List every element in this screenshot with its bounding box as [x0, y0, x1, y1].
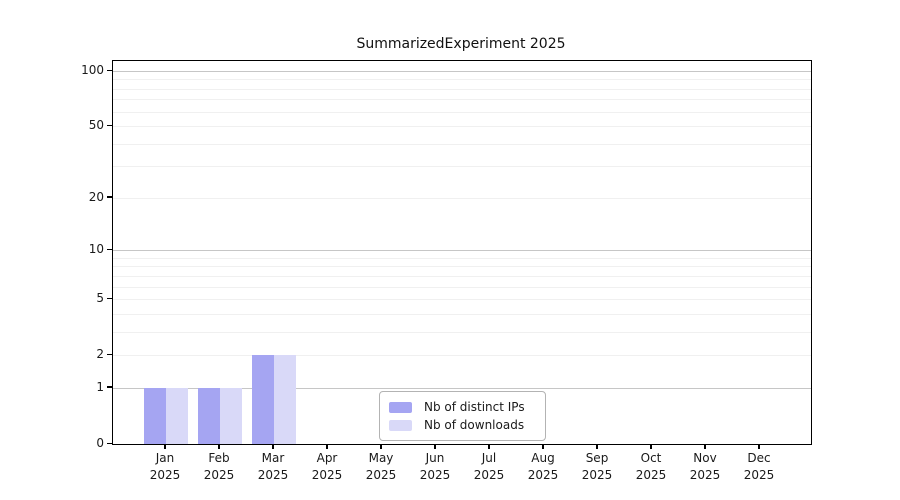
bar-distinct-ips — [252, 355, 274, 444]
x-tick-label: Jun 2025 — [419, 451, 451, 482]
x-tick-label: Dec 2025 — [743, 451, 775, 482]
legend: Nb of distinct IPs Nb of downloads — [379, 391, 546, 441]
x-tick-mark — [272, 444, 274, 449]
gridline-minor — [113, 99, 811, 101]
x-tick-mark — [164, 444, 166, 449]
x-tick-label: Jul 2025 — [473, 451, 505, 482]
gridline-minor — [113, 266, 811, 268]
y-tick-mark — [107, 248, 112, 251]
x-tick-mark — [326, 444, 328, 449]
gridline-minor — [113, 355, 811, 357]
x-tick-label: Sep 2025 — [581, 451, 613, 482]
legend-label-downloads: Nb of downloads — [424, 418, 525, 432]
gridline-minor — [113, 126, 811, 128]
gridline-minor — [113, 197, 811, 199]
legend-swatch-distinct-ips — [389, 401, 412, 413]
y-tick-label: 2 — [96, 347, 104, 362]
y-tick-mark — [107, 124, 112, 127]
y-tick-label: 0 — [96, 436, 104, 450]
chart-title: SummarizedExperiment 2025 — [356, 36, 566, 52]
gridline-minor — [113, 286, 811, 288]
y-tick-mark — [107, 69, 112, 71]
x-tick-label: Feb 2025 — [203, 451, 235, 482]
gridline-minor — [113, 166, 811, 168]
bar-downloads — [166, 387, 188, 444]
legend-label-distinct-ips: Nb of distinct IPs — [424, 400, 525, 414]
x-tick-mark — [434, 444, 436, 449]
y-tick-mark — [107, 196, 112, 198]
y-tick-label: 1 — [96, 379, 104, 394]
plot-area: Nb of distinct IPs Nb of downloads — [112, 60, 812, 445]
y-tick-label: 5 — [96, 291, 104, 306]
x-tick-label: Mar 2025 — [257, 451, 289, 482]
x-tick-mark — [542, 444, 544, 449]
x-tick-label: May 2025 — [365, 451, 397, 482]
x-tick-label: Apr 2025 — [311, 451, 343, 482]
x-tick-mark — [650, 444, 652, 449]
x-tick-mark — [704, 444, 706, 449]
y-tick-label: 20 — [88, 189, 104, 204]
y-tick-mark — [107, 442, 112, 444]
bar-distinct-ips — [198, 387, 220, 444]
bar-downloads — [274, 355, 296, 444]
x-tick-label: Nov 2025 — [689, 451, 721, 482]
gridline-minor — [113, 275, 811, 277]
legend-item-distinct-ips: Nb of distinct IPs — [389, 398, 536, 416]
y-tick-label: 100 — [81, 63, 104, 77]
gridline-minor — [113, 257, 811, 259]
y-tick-mark — [107, 386, 112, 388]
gridline-minor — [113, 79, 811, 81]
gridline-minor — [113, 299, 811, 301]
x-tick-mark — [596, 444, 598, 449]
gridline-major — [113, 71, 811, 72]
x-tick-label: Jan 2025 — [149, 451, 181, 482]
bar-downloads — [220, 387, 242, 444]
gridline-major — [113, 387, 811, 389]
y-tick-label: 10 — [88, 242, 104, 257]
x-tick-mark — [758, 444, 760, 449]
legend-swatch-downloads — [389, 419, 412, 431]
legend-item-downloads: Nb of downloads — [389, 416, 536, 434]
gridline-minor — [113, 143, 811, 145]
x-tick-mark — [380, 444, 382, 449]
gridline-minor — [113, 111, 811, 113]
x-tick-label: Aug 2025 — [527, 451, 559, 482]
y-tick-mark — [107, 353, 112, 356]
bar-distinct-ips — [144, 387, 166, 444]
gridline-major — [113, 250, 811, 252]
x-tick-mark — [488, 444, 490, 449]
gridline-minor — [113, 331, 811, 333]
y-tick-label: 50 — [88, 118, 104, 133]
x-tick-label: Oct 2025 — [635, 451, 667, 482]
gridline-minor — [113, 313, 811, 315]
y-tick-mark — [107, 297, 112, 300]
x-tick-mark — [218, 444, 220, 449]
gridline-minor — [113, 88, 811, 90]
